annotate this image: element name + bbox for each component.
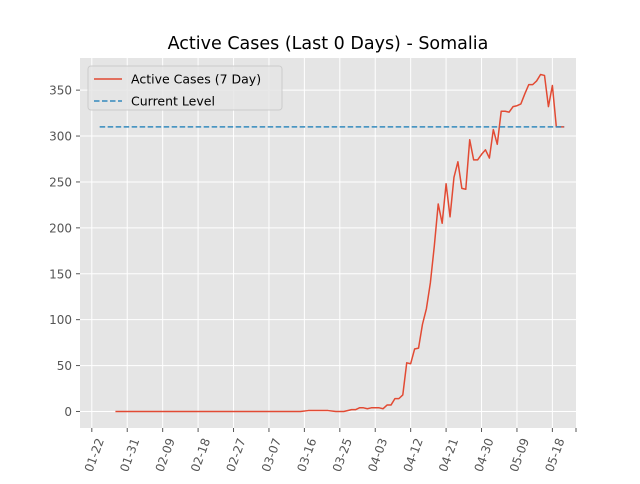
- x-tick-label: 03-25: [330, 436, 355, 474]
- chart-title: Active Cases (Last 0 Days) - Somalia: [168, 34, 489, 54]
- x-tick-label: 04-03: [365, 436, 390, 474]
- y-tick-label: 100: [49, 313, 72, 327]
- x-tick-label: 03-07: [259, 436, 284, 474]
- series-layer: [99, 73, 565, 413]
- x-tick-label: 05-18: [542, 436, 567, 474]
- series-line-0: [115, 73, 565, 413]
- x-tick-label: 02-09: [153, 436, 178, 474]
- y-tick-label: 0: [64, 405, 72, 419]
- legend-label: Active Cases (7 Day): [131, 72, 261, 87]
- y-tick-label: 300: [49, 130, 72, 144]
- x-tick-label: 04-30: [472, 436, 497, 474]
- x-tick-label: 04-12: [401, 436, 426, 474]
- grid-lines: [80, 58, 576, 428]
- x-tick-label: 05-09: [507, 436, 532, 474]
- x-tick-label: 02-18: [188, 436, 213, 474]
- x-tick-label: 01-31: [117, 436, 142, 474]
- y-tick-label: 200: [49, 221, 72, 235]
- x-tick-label: 01-22: [82, 436, 107, 474]
- y-tick-label: 250: [49, 175, 72, 189]
- legend-box: [87, 65, 283, 111]
- x-tick-label: 03-16: [294, 436, 319, 474]
- legend-label: Current Level: [131, 94, 215, 109]
- x-tick-label: 04-21: [436, 436, 461, 474]
- y-tick-label: 50: [57, 359, 72, 373]
- y-tick-label: 350: [49, 84, 72, 98]
- y-tick-label: 150: [49, 267, 72, 281]
- legend: Active Cases (7 Day) Current Level: [87, 65, 283, 111]
- x-tick-label: 02-27: [224, 436, 249, 474]
